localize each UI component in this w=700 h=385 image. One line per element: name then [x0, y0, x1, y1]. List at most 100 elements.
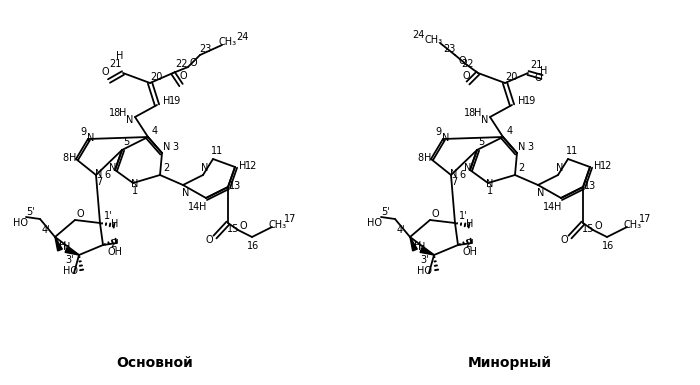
- Text: N: N: [163, 142, 171, 152]
- Text: 5: 5: [478, 137, 484, 147]
- Text: 7: 7: [451, 177, 457, 187]
- Text: 4': 4': [42, 225, 50, 235]
- Text: CH₃: CH₃: [624, 220, 642, 230]
- Text: 7: 7: [96, 177, 102, 187]
- Text: 2': 2': [111, 239, 120, 249]
- Text: H: H: [594, 161, 602, 171]
- Text: N: N: [88, 133, 94, 143]
- Text: CH₃: CH₃: [269, 220, 287, 230]
- Text: 14: 14: [543, 202, 555, 212]
- Text: 21: 21: [108, 59, 121, 69]
- Text: 6: 6: [459, 170, 465, 180]
- Text: 19: 19: [524, 96, 536, 106]
- Text: H: H: [475, 108, 482, 118]
- Text: H: H: [199, 202, 206, 212]
- Text: 15: 15: [582, 224, 594, 234]
- Text: 19: 19: [169, 96, 181, 106]
- Text: O: O: [179, 71, 187, 81]
- Text: O: O: [76, 209, 84, 219]
- Text: O: O: [102, 67, 108, 77]
- Text: 22: 22: [462, 59, 474, 69]
- Text: Основной: Основной: [117, 356, 193, 370]
- Text: 8: 8: [417, 153, 423, 163]
- Text: 17: 17: [284, 214, 296, 224]
- Text: H: H: [466, 219, 474, 229]
- Text: 2: 2: [163, 163, 169, 173]
- Text: 5': 5': [27, 207, 36, 217]
- Polygon shape: [55, 237, 62, 251]
- Text: 1: 1: [487, 186, 493, 196]
- Text: 23: 23: [199, 44, 211, 54]
- Text: H: H: [419, 242, 426, 252]
- Text: H: H: [424, 153, 432, 163]
- Text: CH₃: CH₃: [425, 35, 443, 45]
- Text: 23: 23: [443, 44, 455, 54]
- Text: H: H: [116, 51, 124, 61]
- Text: 11: 11: [211, 146, 223, 156]
- Text: O: O: [458, 56, 466, 66]
- Text: 1: 1: [132, 186, 138, 196]
- Text: N: N: [518, 142, 526, 152]
- Text: 4: 4: [152, 126, 158, 136]
- Text: H: H: [63, 242, 71, 252]
- Text: N: N: [182, 188, 190, 198]
- Text: OH: OH: [108, 247, 122, 257]
- Text: 13: 13: [229, 181, 241, 191]
- Text: 4': 4': [397, 225, 405, 235]
- Text: H: H: [111, 219, 119, 229]
- Text: 4: 4: [507, 126, 513, 136]
- Text: H: H: [414, 241, 421, 251]
- Text: 15: 15: [227, 224, 239, 234]
- Text: O: O: [189, 58, 197, 68]
- Text: N: N: [556, 163, 564, 173]
- Text: N: N: [486, 179, 493, 189]
- Text: 12: 12: [600, 161, 612, 171]
- Text: 2': 2': [466, 239, 475, 249]
- Text: OH: OH: [463, 247, 477, 257]
- Text: O: O: [594, 221, 602, 231]
- Text: 5: 5: [123, 137, 129, 147]
- Text: 11: 11: [566, 146, 578, 156]
- Text: 6: 6: [104, 170, 110, 180]
- Text: 8: 8: [62, 153, 68, 163]
- Text: N: N: [538, 188, 545, 198]
- Text: O: O: [205, 235, 213, 245]
- Text: 24: 24: [236, 32, 248, 42]
- Text: 16: 16: [602, 241, 614, 251]
- Text: 9: 9: [435, 127, 441, 137]
- Text: N: N: [482, 115, 489, 125]
- Text: O: O: [560, 235, 568, 245]
- Text: H: H: [60, 241, 66, 251]
- Text: H: H: [239, 161, 246, 171]
- Text: 3': 3': [66, 255, 74, 265]
- Text: 5': 5': [382, 207, 391, 217]
- Text: 1': 1': [458, 211, 468, 221]
- Polygon shape: [65, 248, 79, 255]
- Text: H: H: [554, 202, 561, 212]
- Text: H: H: [69, 153, 77, 163]
- Text: N: N: [132, 179, 139, 189]
- Text: 22: 22: [175, 59, 188, 69]
- Text: 3: 3: [172, 142, 178, 152]
- Text: 18: 18: [464, 108, 476, 118]
- Text: 9: 9: [80, 127, 86, 137]
- Text: 18: 18: [109, 108, 121, 118]
- Text: HO: HO: [62, 266, 78, 276]
- Text: N: N: [202, 163, 209, 173]
- Text: HO: HO: [417, 266, 433, 276]
- Text: N: N: [450, 169, 458, 179]
- Text: N: N: [464, 163, 472, 173]
- Text: N: N: [442, 133, 449, 143]
- Text: 13: 13: [584, 181, 596, 191]
- Text: N: N: [126, 115, 134, 125]
- Text: 20: 20: [505, 72, 517, 82]
- Polygon shape: [420, 248, 434, 255]
- Text: 12: 12: [245, 161, 257, 171]
- Text: 1': 1': [104, 211, 112, 221]
- Text: N: N: [109, 163, 117, 173]
- Text: H: H: [163, 96, 171, 106]
- Text: 21: 21: [530, 60, 542, 70]
- Text: HO: HO: [368, 218, 382, 228]
- Text: HO: HO: [13, 218, 27, 228]
- Text: H: H: [518, 96, 526, 106]
